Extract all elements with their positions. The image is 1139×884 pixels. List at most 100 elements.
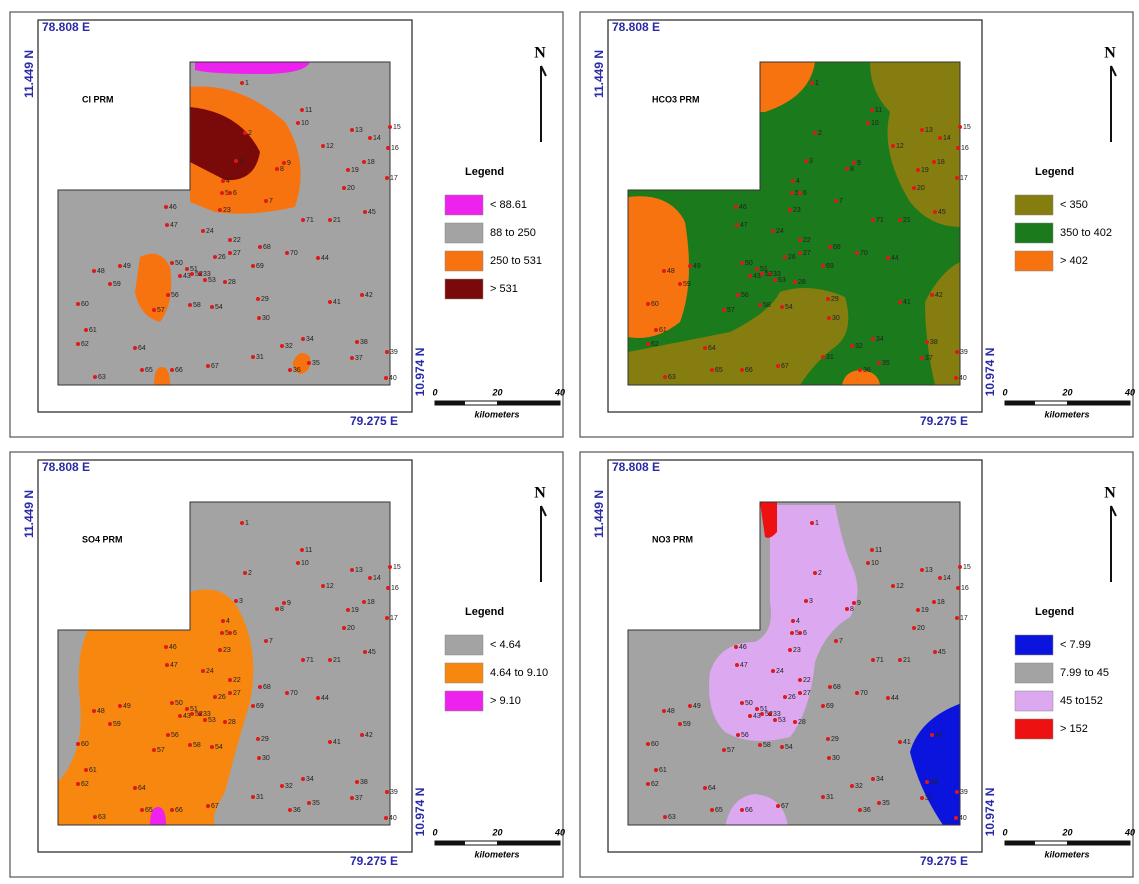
scale-bar-fill <box>1067 841 1130 845</box>
sample-point <box>678 282 682 286</box>
sample-point <box>930 733 934 737</box>
sample-point <box>826 297 830 301</box>
sample-label: 48 <box>97 268 105 275</box>
sample-label: 18 <box>937 599 945 606</box>
sample-label: 23 <box>223 207 231 214</box>
sample-point <box>646 742 650 746</box>
sample-label: 19 <box>921 167 929 174</box>
sample-point <box>234 599 238 603</box>
sample-label: 19 <box>921 607 929 614</box>
sample-label: 3 <box>239 158 243 165</box>
sample-label: 45 <box>368 209 376 216</box>
sample-label: 69 <box>826 703 834 710</box>
sample-point <box>316 256 320 260</box>
sample-point <box>152 748 156 752</box>
sample-label: 4 <box>796 178 800 185</box>
sample-label: 21 <box>333 657 341 664</box>
sample-point <box>790 631 794 635</box>
coord-label: 78.808 E <box>612 460 660 474</box>
sample-label: 8 <box>280 606 284 613</box>
sample-point <box>152 308 156 312</box>
sample-point <box>213 255 217 259</box>
sample-label: 3 <box>809 158 813 165</box>
sample-label: 24 <box>776 228 784 235</box>
sample-label: 38 <box>930 339 938 346</box>
sample-label: 17 <box>390 615 398 622</box>
sample-point <box>355 340 359 344</box>
sample-label: 43 <box>183 713 191 720</box>
sample-label: 49 <box>123 703 131 710</box>
sample-point <box>385 350 389 354</box>
coord-label: 11.449 N <box>22 50 36 98</box>
sample-label: 16 <box>391 145 399 152</box>
sample-label: 59 <box>683 721 691 728</box>
sample-point <box>958 565 962 569</box>
sample-label: 38 <box>360 779 368 786</box>
sample-point <box>321 144 325 148</box>
sample-point <box>662 269 666 273</box>
legend-label: > 152 <box>1060 723 1088 735</box>
scale-tick-label: 40 <box>554 827 565 837</box>
sample-point <box>384 816 388 820</box>
sample-point <box>703 346 707 350</box>
sample-point <box>108 722 112 726</box>
sample-label: 10 <box>871 560 879 567</box>
sample-point <box>166 733 170 737</box>
sample-point <box>264 199 268 203</box>
sample-point <box>243 571 247 575</box>
sample-label: 1 <box>245 80 249 87</box>
zone <box>135 253 172 322</box>
sample-label: 16 <box>391 585 399 592</box>
sample-point <box>834 639 838 643</box>
scale-tick-label: 20 <box>491 387 502 397</box>
sample-label: 15 <box>963 564 971 571</box>
sample-label: 64 <box>138 345 146 352</box>
scale-tick-label: 0 <box>432 387 437 397</box>
scale-tick-label: 20 <box>1061 827 1072 837</box>
sample-label: 53 <box>778 717 786 724</box>
zones <box>58 62 390 385</box>
sample-label: 59 <box>683 281 691 288</box>
sample-point <box>342 626 346 630</box>
sample-label: 52 <box>195 271 203 278</box>
scale-tick-label: 40 <box>1124 387 1135 397</box>
sample-point <box>363 650 367 654</box>
zones <box>628 502 960 825</box>
sample-point <box>256 737 260 741</box>
sample-point <box>646 782 650 786</box>
sample-label: 39 <box>390 349 398 356</box>
sample-point <box>256 297 260 301</box>
sample-label: 52 <box>195 711 203 718</box>
sample-point <box>783 695 787 699</box>
legend-swatch <box>1014 194 1054 216</box>
sample-label: 9 <box>287 160 291 167</box>
legend-title: Legend <box>1035 606 1074 618</box>
sample-point <box>827 316 831 320</box>
sample-point <box>776 364 780 368</box>
sample-label: 6 <box>803 630 807 637</box>
zone <box>760 62 815 112</box>
sample-label: 45 <box>938 649 946 656</box>
sample-point <box>170 808 174 812</box>
sample-label: 59 <box>113 281 121 288</box>
sample-point <box>385 790 389 794</box>
sample-point <box>703 786 707 790</box>
sample-point <box>768 272 772 276</box>
sample-label: 71 <box>876 217 884 224</box>
sample-label: 62 <box>81 341 89 348</box>
sample-label: 71 <box>306 657 314 664</box>
sample-label: 4 <box>796 618 800 625</box>
sample-point <box>768 712 772 716</box>
sample-point <box>773 278 777 282</box>
sample-point <box>821 355 825 359</box>
sample-label: 41 <box>903 739 911 746</box>
sample-label: 66 <box>745 367 753 374</box>
coord-label: 10.974 N <box>413 788 427 837</box>
sample-label: 49 <box>693 263 701 270</box>
map-outline <box>57 61 391 386</box>
sample-point <box>280 344 284 348</box>
north-arrow <box>540 65 547 142</box>
sample-point <box>328 658 332 662</box>
sample-label: 65 <box>715 367 723 374</box>
sample-point <box>301 777 305 781</box>
